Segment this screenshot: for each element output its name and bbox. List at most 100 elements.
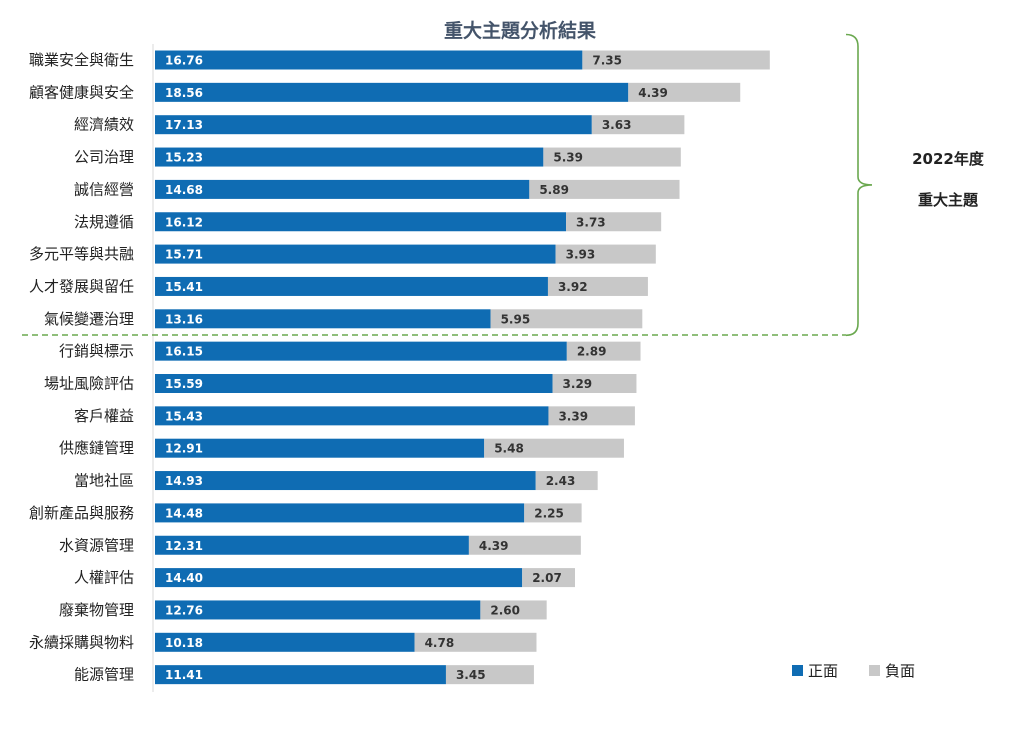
value-label-positive: 18.56 bbox=[165, 86, 203, 100]
value-label-negative: 7.35 bbox=[592, 54, 622, 68]
value-label-negative: 5.89 bbox=[539, 183, 569, 197]
category-label: 人權評估 bbox=[74, 569, 134, 587]
value-label-negative: 3.63 bbox=[602, 118, 632, 132]
legend-swatch-positive bbox=[792, 665, 803, 676]
bar-positive bbox=[155, 406, 549, 426]
value-label-negative: 2.89 bbox=[577, 345, 607, 359]
legend-label-positive: 正面 bbox=[808, 662, 838, 680]
bar-positive bbox=[155, 503, 525, 523]
bar-negative bbox=[548, 406, 635, 426]
category-label: 當地社區 bbox=[74, 472, 134, 490]
value-label-positive: 16.12 bbox=[165, 215, 203, 229]
value-label-positive: 15.59 bbox=[165, 377, 203, 391]
value-label-negative: 5.48 bbox=[494, 442, 524, 456]
bar-positive bbox=[155, 276, 548, 296]
category-label: 顧客健康與安全 bbox=[29, 83, 134, 101]
bar-negative bbox=[484, 438, 624, 458]
value-label-positive: 14.68 bbox=[165, 183, 203, 197]
value-label-negative: 2.60 bbox=[490, 603, 520, 617]
category-label: 創新產品與服務 bbox=[29, 504, 134, 522]
bar-negative bbox=[628, 82, 741, 102]
value-label-negative: 3.45 bbox=[456, 668, 486, 682]
value-label-negative: 4.39 bbox=[479, 539, 509, 553]
bar-negative bbox=[445, 665, 534, 685]
value-label-negative: 2.07 bbox=[532, 571, 562, 585]
value-label-negative: 2.43 bbox=[546, 474, 576, 488]
bar-positive bbox=[155, 374, 553, 393]
bar-positive bbox=[155, 50, 583, 70]
value-label-positive: 15.41 bbox=[165, 280, 203, 294]
category-label: 能源管理 bbox=[74, 666, 134, 684]
bar-positive bbox=[155, 600, 481, 620]
category-label: 供應鏈管理 bbox=[59, 439, 134, 457]
annotation-layer: 2022年度 重大主題 bbox=[22, 33, 985, 337]
category-label: 場址風險評估 bbox=[44, 375, 134, 393]
bar-negative bbox=[480, 600, 547, 620]
bar-positive bbox=[155, 147, 544, 167]
value-label-negative: 3.92 bbox=[558, 280, 588, 294]
value-label-positive: 12.91 bbox=[165, 442, 203, 456]
value-label-negative: 3.93 bbox=[566, 248, 596, 262]
bar-negative bbox=[468, 535, 581, 555]
bar-negative bbox=[566, 212, 662, 232]
group-bracket bbox=[845, 33, 873, 337]
value-label-positive: 10.18 bbox=[165, 636, 203, 650]
category-label: 永續採購與物料 bbox=[29, 633, 134, 651]
bar-positive bbox=[155, 471, 536, 491]
bar-positive bbox=[155, 535, 469, 555]
bar-negative bbox=[543, 147, 681, 167]
category-label: 多元平等與共融 bbox=[29, 245, 134, 263]
bar-positive bbox=[155, 179, 530, 199]
value-label-negative: 5.95 bbox=[501, 312, 531, 326]
value-label-negative: 5.39 bbox=[553, 151, 583, 165]
bar-negative bbox=[555, 244, 656, 264]
bar-negative bbox=[522, 568, 575, 588]
bar-positive bbox=[155, 438, 485, 458]
bar-positive bbox=[155, 244, 556, 264]
bar-positive bbox=[155, 632, 415, 652]
bar-positive bbox=[155, 115, 592, 135]
bars-layer: 職業安全與衛生 16.76 7.35 顧客健康與安全 18.56 4.39 經濟績效 17.1… bbox=[29, 50, 770, 685]
bar-positive bbox=[155, 212, 567, 232]
bar-negative bbox=[414, 632, 537, 652]
value-label-negative: 3.73 bbox=[576, 215, 606, 229]
value-label-negative: 4.78 bbox=[425, 636, 455, 650]
category-label: 誠信經營 bbox=[74, 180, 134, 198]
value-label-positive: 12.76 bbox=[165, 603, 203, 617]
category-label: 職業安全與衛生 bbox=[29, 51, 134, 69]
value-label-positive: 16.76 bbox=[165, 54, 203, 68]
value-label-positive: 11.41 bbox=[165, 668, 203, 682]
category-label: 經濟績效 bbox=[74, 116, 134, 134]
legend-swatch-negative bbox=[869, 665, 880, 676]
category-label: 客戶權益 bbox=[74, 407, 134, 425]
value-label-positive: 15.23 bbox=[165, 151, 203, 165]
value-label-negative: 3.39 bbox=[558, 409, 588, 423]
category-label: 行銷與標示 bbox=[59, 342, 134, 360]
value-label-positive: 15.71 bbox=[165, 248, 203, 262]
category-label: 公司治理 bbox=[74, 148, 134, 166]
category-label: 人才發展與留任 bbox=[29, 277, 134, 295]
category-label: 水資源管理 bbox=[59, 536, 134, 554]
bar-positive bbox=[155, 82, 629, 102]
group-label-topics: 重大主題 bbox=[918, 191, 979, 209]
category-label: 法規遵循 bbox=[74, 213, 134, 231]
value-label-negative: 2.25 bbox=[534, 506, 564, 520]
group-label-year: 2022年度 bbox=[912, 150, 985, 168]
value-label-positive: 16.15 bbox=[165, 345, 203, 359]
value-label-positive: 15.43 bbox=[165, 409, 203, 423]
category-label: 氣候變遷治理 bbox=[44, 310, 134, 328]
value-label-positive: 14.93 bbox=[165, 474, 203, 488]
value-label-positive: 17.13 bbox=[165, 118, 203, 132]
bar-negative bbox=[524, 503, 582, 523]
bar-negative bbox=[591, 115, 685, 135]
bar-positive bbox=[155, 341, 567, 361]
legend: 正面 負面 bbox=[792, 662, 915, 680]
legend-label-negative: 負面 bbox=[885, 662, 915, 680]
bar-positive bbox=[155, 309, 491, 329]
bar-positive bbox=[155, 665, 446, 685]
value-label-positive: 14.40 bbox=[165, 571, 203, 585]
bar-negative bbox=[582, 50, 770, 70]
bar-negative bbox=[552, 374, 637, 393]
chart-title: 重大主題分析結果 bbox=[444, 19, 596, 42]
